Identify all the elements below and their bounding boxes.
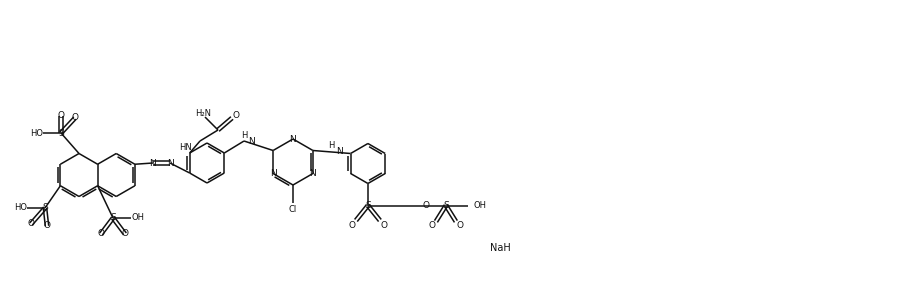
Text: O: O — [456, 221, 464, 230]
Text: H₂N: H₂N — [195, 108, 211, 118]
Text: N: N — [248, 136, 254, 145]
Text: NaH: NaH — [490, 243, 511, 253]
Text: S: S — [58, 129, 64, 138]
Text: O: O — [58, 112, 65, 121]
Text: OH: OH — [131, 214, 144, 223]
Text: O: O — [43, 221, 51, 231]
Text: N: N — [270, 169, 276, 178]
Text: S: S — [443, 201, 449, 210]
Text: N: N — [150, 158, 156, 168]
Text: O: O — [422, 201, 429, 210]
Text: O: O — [233, 110, 240, 119]
Text: N: N — [309, 169, 317, 178]
Text: O: O — [71, 114, 78, 123]
Text: O: O — [428, 221, 436, 230]
Text: O: O — [122, 229, 128, 238]
Text: N: N — [336, 147, 343, 155]
Text: O: O — [381, 221, 388, 230]
Text: O: O — [27, 220, 34, 229]
Text: HN: HN — [179, 142, 192, 151]
Text: HO: HO — [30, 129, 43, 138]
Text: S: S — [42, 203, 48, 212]
Text: H: H — [328, 140, 335, 149]
Text: Cl: Cl — [289, 205, 297, 214]
Text: N: N — [290, 134, 297, 144]
Text: O: O — [97, 229, 105, 238]
Text: OH: OH — [474, 201, 487, 210]
Text: H: H — [241, 131, 247, 140]
Text: S: S — [110, 214, 115, 223]
Text: O: O — [348, 221, 355, 230]
Text: N: N — [167, 158, 173, 168]
Text: HO: HO — [14, 203, 27, 212]
Text: S: S — [365, 201, 371, 210]
